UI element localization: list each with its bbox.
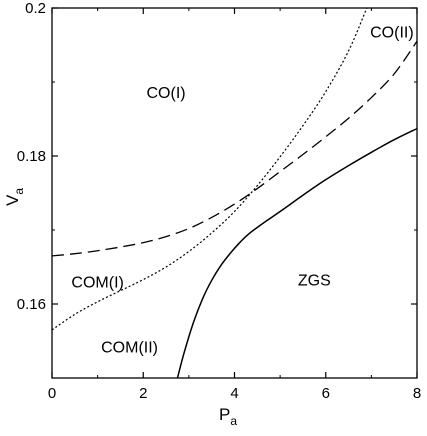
dotted-boundary-curve — [51, 7, 368, 331]
plot-frame — [51, 7, 418, 379]
x-tick-label: 8 — [413, 385, 421, 402]
dashed-boundary-curve — [51, 40, 418, 257]
x-axis-ticks: 0 2 4 6 8 — [48, 8, 421, 402]
y-tick-label: 0.18 — [17, 148, 46, 165]
region-label: CO(II) — [370, 24, 414, 41]
x-axis-label: Pa — [219, 405, 237, 428]
plot-area — [51, 7, 418, 379]
x-tick-label: 4 — [230, 385, 238, 402]
curves — [51, 7, 418, 379]
y-axis-label: Va — [3, 188, 26, 206]
y-axis-ticks: 0.16 0.18 0.2 — [17, 0, 417, 379]
y-tick-label: 0.2 — [25, 0, 46, 17]
region-label: ZGS — [298, 272, 331, 289]
region-label: COM(I) — [71, 275, 123, 292]
x-tick-label: 0 — [48, 385, 56, 402]
solid-boundary-curve — [176, 127, 418, 379]
x-tick-label: 2 — [139, 385, 147, 402]
x-tick-label: 6 — [322, 385, 330, 402]
y-tick-label: 0.16 — [17, 296, 46, 313]
region-label: COM(II) — [101, 340, 158, 357]
region-labels: CO(I) CO(II) COM(I) COM(II) ZGS — [71, 24, 413, 356]
region-label: CO(I) — [147, 85, 186, 102]
